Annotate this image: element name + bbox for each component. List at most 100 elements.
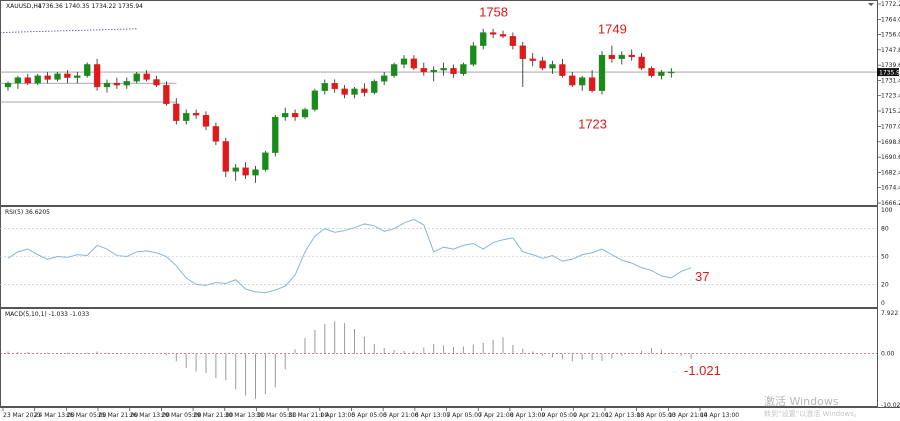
candle[interactable] — [361, 83, 368, 97]
candle-body — [262, 152, 269, 170]
candle[interactable] — [658, 70, 665, 80]
candle-body — [608, 54, 616, 59]
candle[interactable] — [252, 165, 259, 183]
candle[interactable] — [410, 55, 418, 71]
candle[interactable] — [64, 70, 71, 84]
price-tick-label: 1666.20 — [881, 200, 900, 207]
candle[interactable] — [232, 163, 239, 181]
candle[interactable] — [539, 56, 546, 71]
candle[interactable] — [133, 71, 140, 84]
candle[interactable] — [202, 111, 210, 131]
candle-body — [381, 75, 388, 82]
candle[interactable] — [470, 41, 477, 67]
candle-body — [450, 68, 457, 74]
candle[interactable] — [242, 162, 249, 179]
candle[interactable] — [588, 70, 596, 93]
candle-body — [321, 83, 328, 91]
candle-body — [658, 71, 665, 76]
candle-body — [628, 54, 635, 58]
chart-shift-icon[interactable] — [868, 3, 874, 6]
candle-body — [559, 64, 566, 76]
candle[interactable] — [14, 75, 22, 89]
candle[interactable] — [618, 51, 625, 65]
candle[interactable] — [163, 81, 170, 106]
time-tick-label: 12 Apr 13:00 — [605, 412, 644, 419]
candle[interactable] — [84, 62, 91, 78]
macd-label: MACD(5,10,1) -1.033 -1.033 — [5, 311, 89, 318]
rsi-tick-label: 20 — [881, 281, 889, 288]
candle[interactable] — [301, 107, 309, 119]
candle[interactable] — [272, 115, 279, 157]
rsi-line — [7, 218, 692, 294]
time-tick-label: 6 Apr 13:00 — [415, 412, 450, 419]
candle[interactable] — [519, 41, 526, 87]
candle[interactable] — [74, 71, 81, 84]
candle[interactable] — [509, 32, 517, 50]
candle[interactable] — [44, 71, 51, 84]
time-tick-label: 25 Mar 05:00 — [66, 412, 106, 419]
candle[interactable] — [173, 98, 180, 125]
candle[interactable] — [430, 66, 437, 82]
candle[interactable] — [212, 122, 220, 146]
candle[interactable] — [499, 30, 507, 39]
candle[interactable] — [549, 60, 556, 74]
macd-pane — [0, 308, 878, 407]
candle[interactable] — [628, 49, 635, 61]
candle[interactable] — [569, 71, 576, 87]
candle-body — [311, 90, 319, 110]
candle[interactable] — [489, 28, 497, 39]
candle[interactable] — [638, 53, 645, 71]
candle[interactable] — [648, 66, 655, 78]
candle[interactable] — [222, 137, 229, 178]
candle[interactable] — [113, 77, 121, 89]
candle[interactable] — [450, 64, 457, 78]
candle[interactable] — [598, 51, 606, 95]
candle[interactable] — [390, 62, 398, 78]
candle[interactable] — [341, 85, 348, 99]
candle[interactable] — [529, 53, 536, 67]
candle[interactable] — [608, 45, 616, 63]
candle[interactable] — [192, 109, 200, 119]
candle[interactable] — [371, 79, 378, 95]
current-price-label: 1735.94 — [879, 69, 900, 76]
candle[interactable] — [103, 79, 111, 93]
candle-body — [519, 45, 526, 59]
candle-body — [470, 45, 477, 65]
time-tick-label: 14 Apr 13:00 — [700, 412, 739, 419]
ohlc-label: 1736.36 1740.35 1734.22 1735.94 — [38, 3, 143, 10]
candle[interactable] — [54, 71, 61, 82]
candle[interactable] — [480, 28, 487, 50]
candle[interactable] — [400, 55, 408, 69]
candle-body — [569, 75, 576, 86]
candle[interactable] — [331, 79, 338, 93]
candle-body — [24, 77, 31, 84]
candle[interactable] — [183, 109, 190, 125]
current-price-box — [877, 68, 899, 77]
candle[interactable] — [153, 75, 160, 87]
candle[interactable] — [420, 62, 427, 76]
candle-body — [272, 116, 279, 153]
rsi-tick-label: 100 — [881, 207, 893, 214]
candle[interactable] — [143, 70, 150, 82]
candle[interactable] — [440, 62, 447, 76]
candle-body — [588, 77, 596, 91]
candle[interactable] — [559, 58, 566, 78]
candle[interactable] — [34, 73, 41, 86]
time-tick-label: 29 Mar 05:00 — [161, 412, 201, 419]
candle[interactable] — [282, 107, 289, 121]
candle[interactable] — [321, 79, 328, 95]
candle[interactable] — [351, 86, 358, 99]
candle[interactable] — [93, 58, 101, 91]
candle[interactable] — [460, 62, 467, 76]
candle[interactable] — [311, 88, 319, 112]
candle[interactable] — [291, 109, 299, 121]
candle[interactable] — [123, 77, 130, 89]
candle[interactable] — [262, 150, 269, 172]
candle[interactable] — [668, 68, 675, 78]
candle[interactable] — [579, 75, 586, 91]
macd-annotation: -1.021 — [684, 363, 721, 378]
candle[interactable] — [4, 81, 12, 91]
candle[interactable] — [381, 71, 388, 86]
candle[interactable] — [24, 73, 31, 86]
